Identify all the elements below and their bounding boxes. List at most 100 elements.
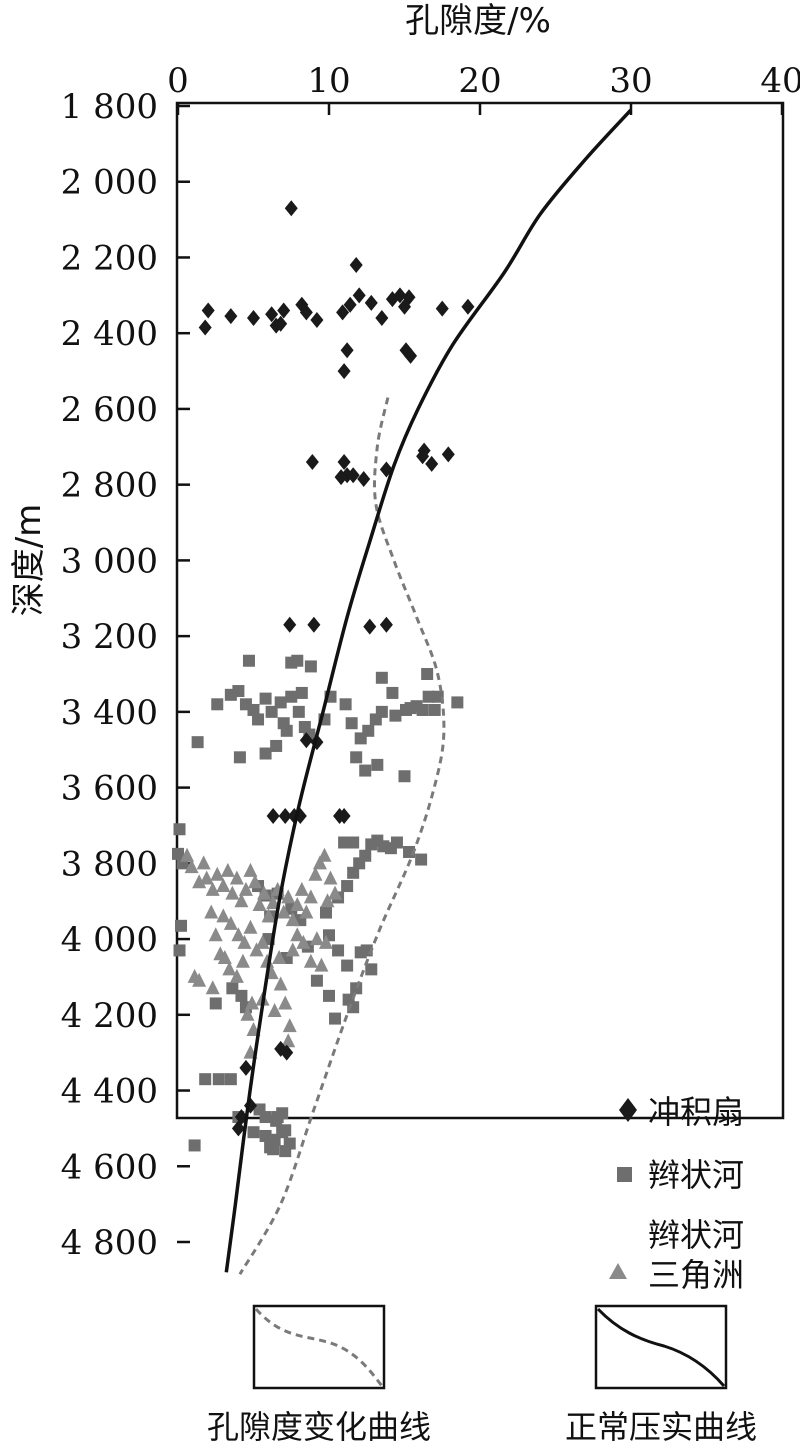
braided-river-point xyxy=(265,705,278,718)
bottom-legend: 孔隙度变化曲线 正常压实曲线 xyxy=(207,1304,757,1446)
alluvial-fan-point xyxy=(337,808,351,824)
braided-river-point xyxy=(415,853,428,866)
alluvial-fan-point xyxy=(425,455,439,472)
braided-delta-point xyxy=(238,881,253,896)
alluvial-fan-point xyxy=(280,1044,294,1061)
braided-delta-point xyxy=(213,946,228,961)
braided-delta-point xyxy=(208,927,223,942)
y-tick-label: 4 800 xyxy=(61,1223,158,1263)
alluvial-fan-point xyxy=(404,347,418,364)
braided-river-point xyxy=(211,698,224,711)
braided-delta-point xyxy=(255,934,270,949)
x-tick-label: 30 xyxy=(609,61,652,101)
braided-delta-point xyxy=(320,893,335,908)
normal-compaction-curve xyxy=(224,108,633,1273)
braided-river-point xyxy=(291,654,304,667)
braided-delta-point xyxy=(244,995,259,1010)
compaction-curve-legend-box xyxy=(594,1304,728,1390)
braided-river-point xyxy=(398,770,411,783)
braided-delta-point xyxy=(296,934,311,949)
braided-delta-point xyxy=(290,927,305,942)
porosity-curve-legend-box xyxy=(252,1304,386,1390)
y-tick-label: 2 600 xyxy=(61,390,158,430)
braided-river-point xyxy=(350,982,363,995)
braided-river-point xyxy=(371,758,384,771)
braided-delta-point xyxy=(266,895,281,910)
y-tick-label: 2 400 xyxy=(61,314,158,354)
alluvial-fan-point xyxy=(336,304,350,321)
porosity-curve-legend-label: 孔隙度变化曲线 xyxy=(207,1408,431,1446)
braided-river-point xyxy=(242,654,255,667)
braided-river-point xyxy=(259,747,272,760)
compaction-curve-legend-label: 正常压实曲线 xyxy=(565,1408,757,1446)
braided-river-point xyxy=(362,724,375,737)
y-tick-label: 4 000 xyxy=(61,920,158,960)
alluvial-fan-point xyxy=(461,298,475,315)
braided-river-point xyxy=(199,1073,212,1086)
braided-delta-point xyxy=(237,934,252,949)
legend: 冲积扇 辫状河 辫状河 三角洲 xyxy=(609,1093,744,1294)
braided-delta-point xyxy=(261,908,276,923)
braided-delta-point xyxy=(308,866,323,881)
alluvial-fan-point xyxy=(441,446,455,463)
braided-delta-point xyxy=(243,862,258,877)
braided-river-point xyxy=(310,974,323,987)
alluvial-fan-point xyxy=(265,306,279,323)
alluvial-fan-point xyxy=(201,302,215,319)
braided-delta-point xyxy=(223,915,238,930)
alluvial-fan-point xyxy=(247,310,260,327)
alluvial-fan-point xyxy=(363,618,377,635)
y-tick-label: 2 200 xyxy=(61,238,158,278)
braided-delta-point xyxy=(243,919,258,934)
y-tick-label: 1 800 xyxy=(61,87,158,127)
braided-river-point xyxy=(191,736,204,749)
alluvial-fan-point xyxy=(198,319,212,336)
braided-delta-point xyxy=(260,953,275,968)
porosity-change-curve xyxy=(238,397,446,1275)
braided-river-point xyxy=(175,919,188,932)
braided-delta-point xyxy=(318,934,333,949)
y-tick-label: 2 000 xyxy=(61,163,158,203)
alluvial-fan-point xyxy=(346,467,360,484)
alluvial-fan-point xyxy=(364,294,378,311)
y-tick-label: 4 600 xyxy=(61,1147,158,1187)
alluvial-fan-point xyxy=(274,315,288,332)
alluvial-fan-point xyxy=(379,616,393,633)
braided-delta-point xyxy=(229,968,244,983)
braided-river-point xyxy=(188,1139,201,1152)
braided-delta-point xyxy=(234,893,249,908)
braided-river-point xyxy=(280,724,293,737)
porosity-curve-legend-swatch xyxy=(254,1308,384,1387)
points-layer xyxy=(172,200,475,1158)
braided-delta-point xyxy=(248,874,263,889)
alluvial-fan-point xyxy=(283,616,297,633)
braided-river-point xyxy=(341,880,354,893)
braided-delta-point xyxy=(216,878,231,893)
braided-river-point xyxy=(292,705,305,718)
braided-river-point xyxy=(332,944,345,957)
braided-delta-point xyxy=(314,957,329,972)
compaction-curve-legend-swatch xyxy=(596,1307,726,1387)
braided-river-point xyxy=(226,982,239,995)
braided-delta-point xyxy=(328,885,343,900)
alluvial-fan-point xyxy=(266,808,280,824)
alluvial-fan-point xyxy=(357,470,371,487)
braided-river-point xyxy=(274,696,287,709)
braided-river-point xyxy=(347,866,360,879)
x-tick-label: 0 xyxy=(167,61,189,101)
y-tick-label: 3 800 xyxy=(61,844,158,884)
braided-river-point xyxy=(267,1143,280,1156)
braided-river-point xyxy=(365,963,378,976)
braided-delta-point xyxy=(323,870,338,885)
braided-delta-point xyxy=(210,866,225,881)
alluvial-fan-point xyxy=(352,287,366,304)
braided-delta-point xyxy=(294,881,309,896)
braided-river-point xyxy=(421,668,434,680)
alluvial-fan-point xyxy=(343,296,357,313)
braided-delta-point xyxy=(205,881,220,896)
braided-river-point xyxy=(235,989,248,1002)
braided-delta-point xyxy=(267,1003,282,1018)
braided-delta-point xyxy=(229,870,244,885)
braided-river-point xyxy=(173,944,186,957)
braided-river-point xyxy=(233,751,246,764)
